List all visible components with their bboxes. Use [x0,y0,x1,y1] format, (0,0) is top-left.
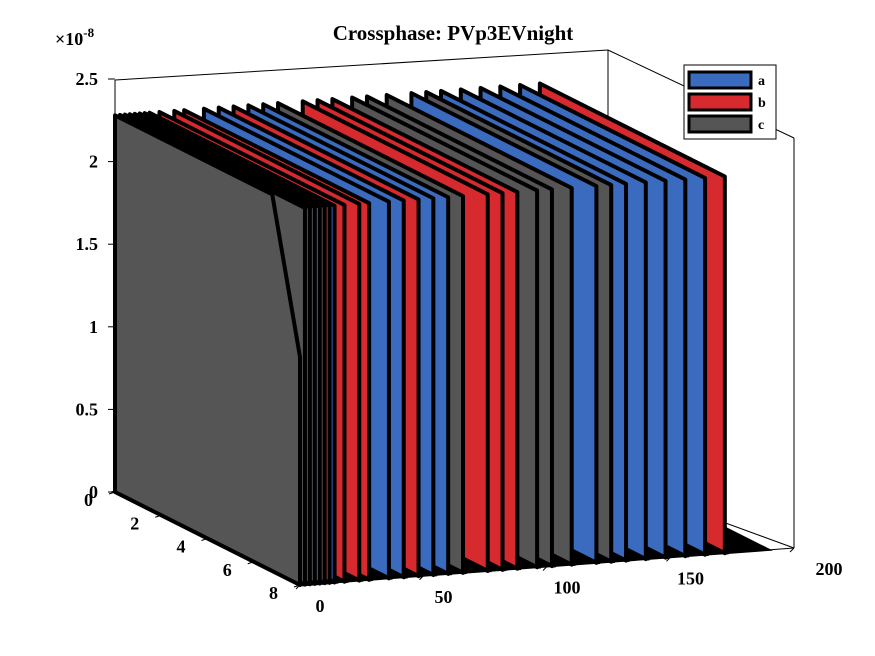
x-axis-ticks: 0 50 100 150 200 [295,547,843,616]
z-tick-label: 0.5 [76,399,99,419]
chart-title: Crossphase: PVp3EVnight [333,21,574,45]
legend: abc [683,64,777,140]
y-tick-mark [247,561,254,565]
y-tick-label: 2 [130,513,139,533]
legend-swatch-a [687,70,753,90]
y-tick-label: 6 [223,560,232,580]
exponent-power: -8 [83,25,94,40]
legend-label-c: c [758,118,764,133]
legend-swatch-c [687,114,753,134]
z-tick-label: 2 [89,152,98,172]
x-tick-mark [419,575,424,581]
x-tick-mark [542,566,548,571]
y-tick-label: 8 [269,583,278,603]
exponent-label: ×10-8 [55,25,95,49]
x-tick-mark [666,556,671,562]
y-tick-mark [155,514,162,518]
slices [113,81,729,587]
x-tick-label: 150 [677,568,704,588]
exponent-base: ×10 [55,29,83,49]
legend-label-b: b [758,96,766,111]
x-tick-label: 200 [816,559,843,579]
back-top-edge [114,49,609,81]
slice-face [113,113,302,587]
y-tick-label: 0 [84,490,93,510]
y-tick-mark [108,491,116,495]
legend-swatch-b [687,92,753,112]
x-tick-mark [789,547,795,553]
y-axis-ticks: 0 2 4 6 8 [84,490,301,603]
z-tick-label: 2.5 [76,69,99,89]
legend-label-a: a [758,74,765,89]
x-tick-label: 100 [554,578,581,598]
z-tick-label: 0 [89,482,98,502]
x-tick-label: 0 [316,596,325,616]
x-tick-label: 50 [435,587,453,607]
z-axis-ticks: 0 0.5 1 1.5 2 2.5 [76,69,115,502]
z-tick-label: 1 [89,317,98,337]
y-tick-label: 4 [177,537,186,557]
y-tick-mark [293,584,301,588]
y-tick-mark [201,538,208,541]
slice-c [113,113,304,587]
z-tick-label: 1.5 [76,234,99,254]
